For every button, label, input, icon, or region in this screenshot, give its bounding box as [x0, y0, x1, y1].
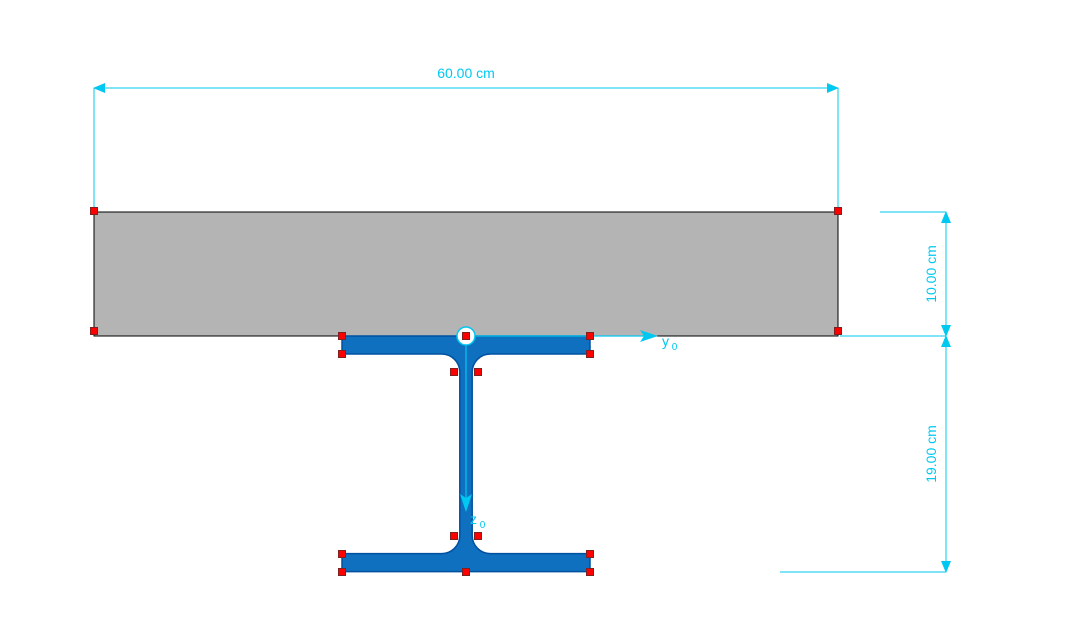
- dim-label: 19.00 cm: [923, 425, 939, 483]
- node-marker: [587, 333, 594, 340]
- node-marker: [91, 328, 98, 335]
- node-marker: [463, 569, 470, 576]
- node-marker: [339, 569, 346, 576]
- node-marker: [475, 533, 482, 540]
- node-marker: [475, 369, 482, 376]
- node-marker: [451, 533, 458, 540]
- dim-label: 10.00 cm: [923, 245, 939, 303]
- node-marker: [835, 328, 842, 335]
- node-marker: [463, 333, 470, 340]
- node-marker: [339, 333, 346, 340]
- node-marker: [587, 569, 594, 576]
- node-marker: [91, 208, 98, 215]
- node-marker: [587, 351, 594, 358]
- node-marker: [587, 551, 594, 558]
- node-marker: [339, 551, 346, 558]
- node-marker: [339, 351, 346, 358]
- dim-label: 60.00 cm: [437, 65, 495, 81]
- concrete-slab: [94, 212, 838, 336]
- node-marker: [451, 369, 458, 376]
- node-marker: [835, 208, 842, 215]
